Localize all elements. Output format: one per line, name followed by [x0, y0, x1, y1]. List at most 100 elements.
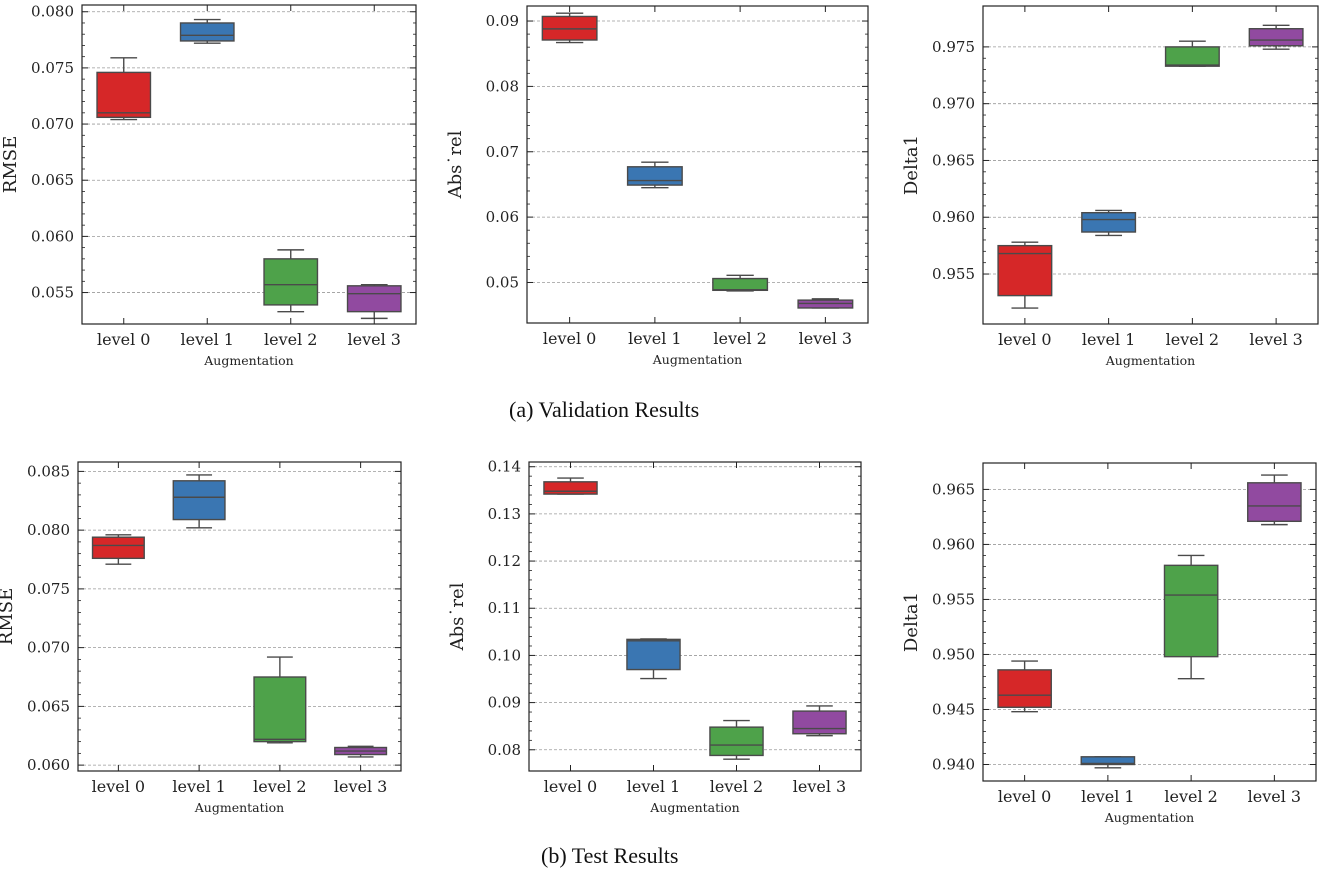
- test-rmse-axes-frame: [77, 461, 402, 772]
- test-abs-rel-xtick-label: level 2: [710, 777, 763, 796]
- validation-rmse-panel: 0.055 0.060 0.065 0.070 0.075 0.080 level 0 lev…: [0, 3, 417, 368]
- validation-delta1-axes-frame: [982, 5, 1319, 325]
- test-abs-rel-ytick-label: 0.09: [488, 694, 521, 712]
- caption-validation-results: (a) Validation Results: [509, 397, 700, 422]
- validation-delta1-xtick-label: level 1: [1082, 330, 1135, 349]
- test-delta1-iqr-box: [1247, 482, 1302, 523]
- validation-rmse-ytick-label: 0.070: [31, 115, 74, 133]
- test-rmse-ytick-label: 0.080: [27, 521, 70, 539]
- test-delta1-box-level-3: [1247, 474, 1302, 526]
- test-delta1-ytick-label: 0.965: [932, 480, 975, 498]
- test-abs-rel-iqr-box: [792, 710, 847, 735]
- validation-delta1-iqr-box: [1081, 211, 1137, 233]
- test-rmse-box-level-3: [334, 745, 388, 758]
- test-rmse-box-level-1: [172, 474, 226, 529]
- validation-abs-rel-ytick-label: 0.05: [486, 273, 519, 291]
- test-delta1-ytick-label: 0.940: [932, 755, 975, 773]
- validation-abs-rel-xtick-label: level 1: [628, 329, 681, 348]
- test-abs-rel-ytick-label: 0.13: [488, 505, 521, 523]
- test-abs-rel-xlabel: Augmentation: [649, 800, 739, 815]
- validation-delta1-box-level-1: [1081, 209, 1137, 237]
- test-rmse-ylabel: RMSE: [0, 588, 17, 645]
- validation-delta1-box-level-3: [1248, 24, 1304, 50]
- test-delta1-iqr-box: [997, 669, 1052, 708]
- validation-rmse-box-level-1: [179, 18, 235, 44]
- test-delta1-xtick-label: level 0: [998, 787, 1051, 806]
- test-abs-rel-box-level-2: [709, 719, 764, 760]
- validation-rmse-ylabel: RMSE: [0, 136, 21, 193]
- validation-abs-rel-box-level-0: [541, 12, 598, 44]
- test-delta1-iqr-box: [1163, 564, 1219, 658]
- validation-rmse-ytick-label: 0.075: [31, 59, 74, 77]
- test-delta1-xlabel: Augmentation: [1104, 810, 1194, 825]
- test-rmse-ytick-label: 0.060: [27, 756, 70, 774]
- test-rmse-xlabel: Augmentation: [194, 800, 284, 815]
- validation-rmse-iqr-box: [179, 22, 235, 42]
- validation-rmse-ytick-label: 0.060: [31, 227, 74, 245]
- validation-abs-rel-xtick-label: level 2: [713, 329, 766, 348]
- validation-delta1-ytick-label: 0.975: [932, 38, 975, 56]
- test-abs-rel-box-level-0: [543, 477, 598, 495]
- test-delta1-ytick-label: 0.960: [932, 535, 975, 553]
- test-abs-rel-xtick-label: level 3: [793, 777, 846, 796]
- test-abs-rel-ylabel: Abs˙rel: [447, 582, 468, 651]
- test-rmse-box-level-0: [91, 534, 145, 565]
- validation-rmse-ytick-label: 0.080: [31, 3, 74, 21]
- test-abs-rel-panel: 0.08 0.09 0.10 0.11 0.12 0.13 0.14 level 0 level…: [447, 458, 862, 815]
- validation-rmse-box-level-0: [96, 57, 152, 121]
- validation-abs-rel-box-level-1: [626, 161, 683, 189]
- validation-abs-rel-ylabel: Abs˙rel: [445, 130, 466, 199]
- validation-delta1-ylabel: Delta1: [901, 135, 922, 195]
- validation-delta1-iqr-box: [1164, 46, 1220, 67]
- test-rmse-panel: 0.060 0.065 0.070 0.075 0.080 0.085 level 0 lev…: [0, 461, 402, 815]
- validation-delta1-xtick-label: level 2: [1166, 330, 1219, 349]
- validation-rmse-xtick-label: level 3: [348, 330, 401, 349]
- test-abs-rel-axes-frame: [528, 461, 862, 772]
- test-abs-rel-box-level-1: [626, 638, 681, 680]
- test-rmse-ytick-label: 0.065: [27, 697, 70, 715]
- test-rmse-box-level-2: [253, 656, 307, 744]
- test-rmse-xtick-label: level 3: [334, 777, 387, 796]
- validation-delta1-ytick-label: 0.960: [932, 208, 975, 226]
- test-delta1-ylabel: Delta1: [901, 592, 922, 652]
- validation-delta1-box-level-2: [1164, 40, 1220, 67]
- validation-delta1-xtick-label: level 0: [998, 330, 1051, 349]
- test-delta1-ytick-label: 0.955: [932, 590, 975, 608]
- test-abs-rel-ytick-label: 0.14: [488, 458, 521, 476]
- test-rmse-xtick-label: level 0: [92, 777, 145, 796]
- validation-abs-rel-ytick-label: 0.07: [486, 143, 519, 161]
- test-rmse-ytick-label: 0.085: [27, 462, 70, 480]
- test-abs-rel-iqr-box: [709, 726, 764, 757]
- validation-rmse-box-level-3: [346, 283, 402, 320]
- validation-abs-rel-xtick-label: level 3: [799, 329, 852, 348]
- validation-abs-rel-iqr-box: [626, 166, 683, 186]
- validation-rmse-box-level-2: [263, 249, 319, 313]
- validation-abs-rel-xlabel: Augmentation: [652, 352, 742, 367]
- test-delta1-panel: 0.940 0.945 0.950 0.955 0.960 0.965 level 0 lev…: [901, 462, 1317, 825]
- validation-delta1-ytick-label: 0.965: [932, 151, 975, 169]
- validation-abs-rel-iqr-box: [712, 277, 769, 292]
- test-delta1-box-level-2: [1163, 554, 1219, 680]
- validation-abs-rel-ytick-label: 0.08: [486, 77, 519, 95]
- test-delta1-iqr-box: [1080, 756, 1136, 766]
- validation-abs-rel-xtick-label: level 0: [543, 329, 596, 348]
- test-delta1-xtick-label: level 1: [1081, 787, 1134, 806]
- validation-rmse-iqr-box: [96, 71, 152, 119]
- test-abs-rel-ytick-label: 0.11: [488, 599, 521, 617]
- validation-rmse-xtick-label: level 2: [264, 330, 317, 349]
- validation-rmse-xtick-label: level 1: [181, 330, 234, 349]
- validation-delta1-box-level-0: [997, 241, 1053, 309]
- test-rmse-xtick-label: level 2: [253, 777, 306, 796]
- test-rmse-ytick-label: 0.075: [27, 580, 70, 598]
- test-rmse-xtick-label: level 1: [172, 777, 225, 796]
- test-rmse-iqr-box: [253, 676, 307, 743]
- test-abs-rel-ytick-label: 0.12: [488, 552, 521, 570]
- validation-rmse-iqr-box: [263, 258, 319, 306]
- validation-rmse-ytick-label: 0.065: [31, 171, 74, 189]
- test-rmse-iqr-box: [91, 536, 145, 560]
- caption-test-results: (b) Test Results: [541, 843, 679, 868]
- validation-delta1-iqr-box: [1248, 28, 1304, 47]
- test-delta1-ytick-label: 0.945: [932, 700, 975, 718]
- validation-rmse-axes-frame: [81, 4, 417, 325]
- validation-abs-rel-ytick-label: 0.09: [486, 12, 519, 30]
